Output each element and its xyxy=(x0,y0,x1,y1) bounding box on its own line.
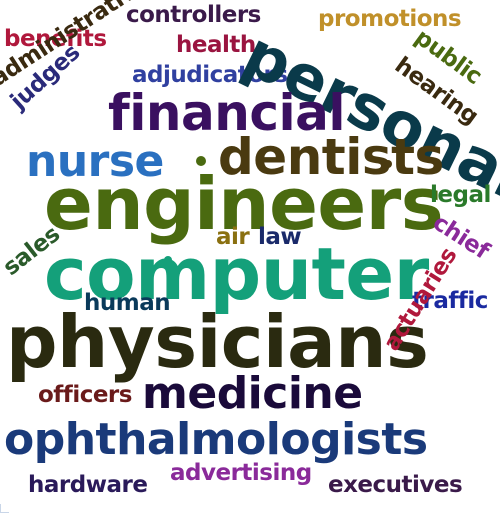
word-hardware: hardware xyxy=(28,472,148,498)
word-medicine: medicine xyxy=(142,368,363,419)
word-traffic: traffic xyxy=(412,288,488,314)
word-nurse: nurse xyxy=(26,136,164,187)
corner-mark-icon xyxy=(0,504,9,513)
word-health: health xyxy=(176,32,256,58)
dot-mark xyxy=(164,256,172,264)
word-executives: executives xyxy=(328,472,463,498)
word-engineers: engineers xyxy=(44,162,444,246)
word-air: air xyxy=(216,224,250,250)
word-legal: legal xyxy=(430,182,491,208)
word-adjudicators: adjudicators xyxy=(132,62,288,88)
word-law: law xyxy=(258,224,302,250)
word-physicians: physicians xyxy=(6,300,429,384)
word-advertising: advertising xyxy=(170,460,312,486)
word-dentists: dentists xyxy=(218,128,444,186)
word-computer: computer xyxy=(44,232,429,316)
word-officers: officers xyxy=(38,382,132,408)
word-financial: financial xyxy=(108,84,345,142)
dot-mark xyxy=(384,160,392,168)
word-promotions: promotions xyxy=(318,6,462,32)
word-ophthalmologists: ophthalmologists xyxy=(4,414,428,465)
word-human: human xyxy=(84,290,171,316)
word-benefits: benefits xyxy=(4,26,107,52)
dot-mark xyxy=(196,156,206,166)
word-controllers: controllers xyxy=(126,2,261,28)
